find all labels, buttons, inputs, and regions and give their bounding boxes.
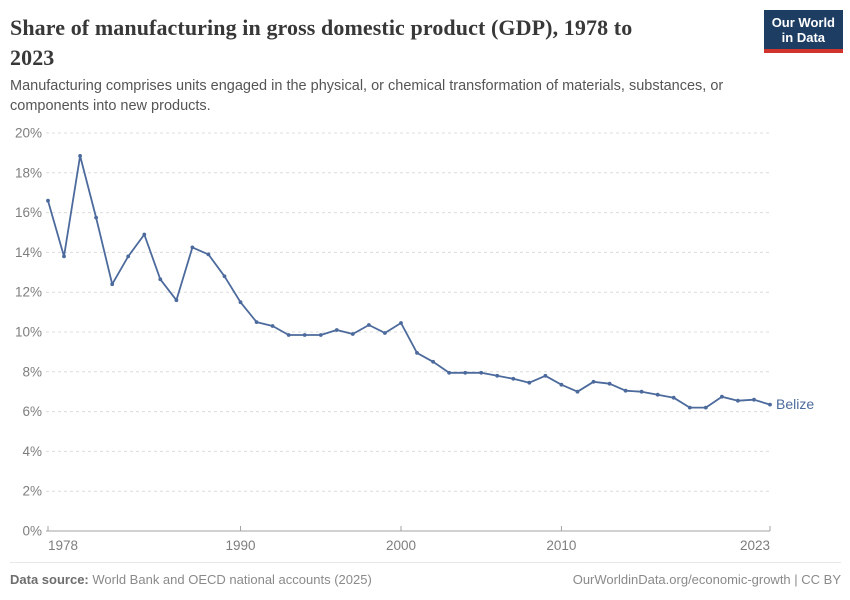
owid-logo[interactable]: Our World in Data — [763, 10, 843, 53]
owid-url-license-link[interactable]: OurWorldinData.org/economic-growth | CC … — [572, 572, 841, 587]
data-point[interactable] — [431, 359, 435, 364]
y-tick-label: 18% — [15, 165, 42, 180]
data-point[interactable] — [254, 320, 259, 324]
data-source-label: Data source: — [10, 572, 89, 587]
data-point[interactable] — [318, 333, 323, 337]
data-point[interactable] — [334, 328, 339, 332]
data-point[interactable] — [511, 376, 516, 381]
line-chart[interactable]: 0% 2% 4% 6% 8% 10% 12% 14% 16% 18% 20% 1978 1990 2000… — [0, 120, 850, 562]
y-tick-label: 2% — [22, 484, 42, 499]
data-point[interactable] — [222, 274, 227, 279]
x-tick-label: 1978 — [48, 538, 78, 553]
data-point[interactable] — [495, 373, 500, 378]
data-point[interactable] — [78, 154, 82, 158]
data-point[interactable] — [158, 277, 163, 282]
data-point[interactable] — [399, 321, 403, 325]
data-point[interactable] — [639, 389, 644, 394]
data-point[interactable] — [350, 332, 355, 336]
data-source: Data source: World Bank and OECD nationa… — [10, 572, 372, 587]
data-point[interactable] — [591, 379, 596, 384]
data-point[interactable] — [126, 254, 131, 259]
data-point[interactable] — [238, 300, 243, 305]
chart-subtitle: Manufacturing comprises units engaged in… — [10, 78, 724, 115]
data-point[interactable] — [46, 198, 50, 203]
data-point[interactable] — [190, 245, 195, 250]
x-tick-label: 2010 — [546, 538, 576, 553]
chart-footer: Data source: World Bank and OECD nationa… — [10, 562, 841, 587]
data-point[interactable] — [687, 405, 692, 410]
data-point[interactable] — [367, 323, 371, 327]
data-point[interactable] — [543, 373, 548, 378]
data-point[interactable] — [623, 388, 628, 393]
data-point[interactable] — [768, 402, 772, 407]
data-point[interactable] — [559, 382, 564, 387]
data-point[interactable] — [703, 405, 708, 410]
series-line[interactable] — [47, 155, 771, 409]
data-point[interactable] — [62, 254, 66, 259]
data-point[interactable] — [142, 232, 147, 237]
data-point[interactable] — [286, 333, 291, 337]
y-tick-label: 20% — [15, 126, 42, 141]
data-point[interactable] — [527, 380, 532, 385]
data-point[interactable] — [94, 215, 98, 220]
data-point[interactable] — [415, 351, 419, 355]
data-point[interactable] — [270, 324, 275, 328]
data-point[interactable] — [383, 331, 387, 335]
data-point[interactable] — [302, 333, 307, 337]
data-point[interactable] — [447, 370, 451, 375]
y-tick-label: 6% — [22, 404, 42, 419]
data-point[interactable] — [206, 252, 211, 257]
y-tick-label: 0% — [22, 524, 42, 539]
chart-title: Share of manufacturing in gross domestic… — [10, 15, 633, 71]
y-tick-label: 10% — [15, 325, 42, 340]
data-point[interactable] — [655, 392, 660, 397]
series-end-label[interactable]: Belize — [776, 396, 814, 412]
data-point[interactable] — [110, 282, 115, 287]
x-tick-label: 2000 — [386, 538, 416, 553]
y-tick-label: 16% — [15, 205, 42, 220]
data-point[interactable] — [463, 370, 468, 375]
data-point[interactable] — [479, 370, 484, 375]
data-point[interactable] — [174, 298, 179, 303]
y-tick-label: 14% — [15, 245, 42, 260]
data-source-value: World Bank and OECD national accounts (2… — [88, 572, 372, 587]
data-point[interactable] — [575, 389, 580, 394]
y-tick-label: 12% — [15, 285, 42, 300]
data-point[interactable] — [607, 381, 612, 386]
data-point[interactable] — [671, 395, 676, 400]
x-tick-label: 2023 — [740, 538, 770, 553]
data-point[interactable] — [752, 397, 756, 402]
x-tick-label: 1990 — [226, 538, 256, 553]
owid-logo-line2: in Data — [781, 30, 826, 45]
y-tick-label: 8% — [22, 364, 42, 379]
data-point[interactable] — [736, 398, 740, 403]
data-point[interactable] — [720, 394, 724, 399]
owid-logo-line1: Our World — [771, 15, 835, 30]
y-tick-label: 4% — [22, 444, 42, 459]
